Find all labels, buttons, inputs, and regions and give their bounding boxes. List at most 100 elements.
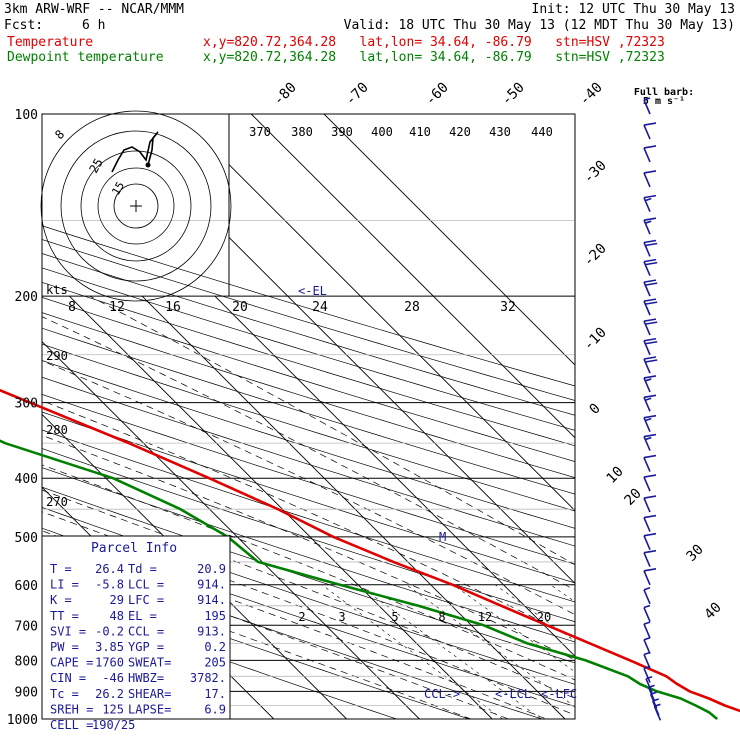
dry-adiabat-450 — [42, 239, 575, 401]
pressure-label-300: 300 — [15, 397, 38, 412]
wind-barb-flag — [645, 321, 658, 325]
theta-e-label-370: 370 — [249, 125, 271, 139]
dry-adiabat-400 — [42, 312, 575, 478]
hodo-axis-label-12: 12 — [109, 300, 125, 315]
isotherm-label--70: -70 — [343, 80, 372, 109]
wind-barb — [643, 318, 658, 336]
parcel-value-right: 913. — [197, 624, 226, 638]
hodo-axis-label-16: 16 — [165, 300, 181, 315]
parcel-info-row: K = 29 LFC = 914. — [50, 593, 226, 607]
wind-barb-flag — [643, 194, 657, 199]
parcel-value-left: -46 — [102, 671, 124, 685]
isotherm-upper-50 — [323, 114, 507, 296]
wind-barb-flag — [643, 514, 657, 519]
wind-barb-flag — [643, 474, 657, 478]
moist-adiabat-10 — [42, 489, 575, 699]
parcel-value-left: 48 — [110, 609, 124, 623]
mixing-ratio-label-2: 2 — [298, 610, 305, 624]
hodo-ring-label-25: 25 — [86, 156, 105, 176]
isotherm-label--40: -40 — [577, 80, 606, 109]
wind-barb-flag — [654, 703, 661, 708]
plot-frame — [41, 113, 576, 720]
parcel-key-left: CAPE = — [50, 656, 93, 670]
wind-barb-staff — [643, 552, 651, 567]
wind-barb — [643, 454, 657, 472]
wind-barb — [643, 122, 657, 140]
wind-barb-staff — [643, 300, 651, 316]
theta-e-label-380: 380 — [291, 125, 313, 139]
isotherm-50 — [505, 296, 575, 366]
wind-barb — [643, 567, 657, 586]
mixing-ratio-label-3: 3 — [338, 610, 345, 624]
pressure-label-100: 100 — [15, 108, 38, 123]
parcel-value-right: 195 — [204, 609, 226, 623]
wind-barb-staff — [643, 340, 651, 356]
wind-barb — [643, 587, 651, 605]
isotherm-label-20: 20 — [622, 486, 645, 509]
moist-adiabat-25 — [42, 400, 575, 639]
hodo-axis-label-32: 32 — [500, 300, 516, 315]
pressure-label-1000: 1000 — [7, 713, 38, 728]
wind-barb — [643, 239, 658, 257]
wind-barb-flag — [643, 651, 651, 656]
wind-barb — [643, 337, 658, 356]
wind-barb — [643, 258, 658, 276]
dry-adiabat-330 — [42, 429, 575, 603]
dry-adiabat-460 — [42, 225, 575, 387]
wind-barb-flag — [643, 433, 657, 438]
isotherm--30 — [42, 413, 347, 719]
parcel-value-right: 205 — [204, 656, 226, 670]
wind-barb-flag — [643, 394, 657, 399]
wind-barb-flag — [643, 170, 657, 174]
isotherm--10 — [68, 296, 493, 719]
wind-barb — [643, 532, 657, 551]
isotherm-40 — [432, 296, 575, 439]
parcel-value-right: 914. — [197, 578, 226, 592]
parcel-value-left: 190/25 — [92, 718, 135, 732]
wind-barb-flag — [648, 684, 655, 689]
wind-barb-staff — [643, 242, 651, 257]
el-marker: <-EL — [298, 284, 327, 298]
legend-dewpoint: Dewpoint temperature — [7, 50, 164, 65]
parcel-key-left: TT = — [50, 609, 79, 623]
wind-barb-flag — [652, 698, 660, 702]
parcel-key-left: LI = — [50, 578, 79, 592]
wind-barb-flag — [643, 604, 651, 609]
theta-e-label-420: 420 — [449, 125, 471, 139]
parcel-key-right: LFC = — [128, 593, 164, 607]
parcel-info-row: CELL =190/25 — [50, 718, 135, 732]
hodo-axis-label-24: 24 — [312, 300, 328, 315]
parcel-info-row: T = 26.4 Td = 20.9 — [50, 562, 226, 576]
wind-barb — [643, 433, 657, 451]
hodo-ring-4 — [40, 110, 232, 302]
parcel-info-title: Parcel Info — [91, 541, 177, 556]
pressure-label-900: 900 — [15, 685, 38, 700]
init-time: Init: 12 UTC Thu 30 May 13 — [531, 2, 736, 17]
wind-barb — [643, 97, 651, 115]
adiabats — [42, 225, 575, 719]
hodo-ring-0 — [113, 183, 159, 229]
wind-barb-flag — [643, 621, 651, 625]
wind-barb-staff — [643, 535, 651, 551]
wind-barb-flag — [643, 97, 651, 101]
wind-barb — [643, 474, 657, 492]
parcel-info-row: LI = -5.8 LCL = 914. — [50, 578, 226, 592]
parcel-info-row: CAPE = 1760 SWEAT= 205 — [50, 656, 226, 670]
wind-barb — [643, 145, 657, 163]
wind-barb-flag — [643, 495, 657, 499]
wind-barb — [643, 549, 657, 567]
parcel-info-row: PW = 3.85 YGP = 0.2 — [50, 640, 226, 654]
parcel-value-right: 914. — [197, 593, 226, 607]
parcel-info-box — [41, 535, 231, 720]
wind-barbs: Full barb:5 m s⁻¹ — [634, 87, 694, 721]
wind-barb-staff — [643, 147, 651, 163]
wind-barb-flag — [645, 282, 658, 286]
dry-adiabat-250 — [42, 594, 398, 719]
wind-barb-staff — [643, 358, 651, 374]
parcel-key-right: Td = — [128, 562, 157, 576]
isotherm-upper-40 — [250, 114, 434, 296]
wind-barb-staff — [643, 497, 651, 513]
isotherm-label--80: -80 — [271, 80, 300, 109]
hodo-axis-label-8: 8 — [68, 300, 76, 315]
parcel-value-right: 0.2 — [204, 640, 226, 654]
